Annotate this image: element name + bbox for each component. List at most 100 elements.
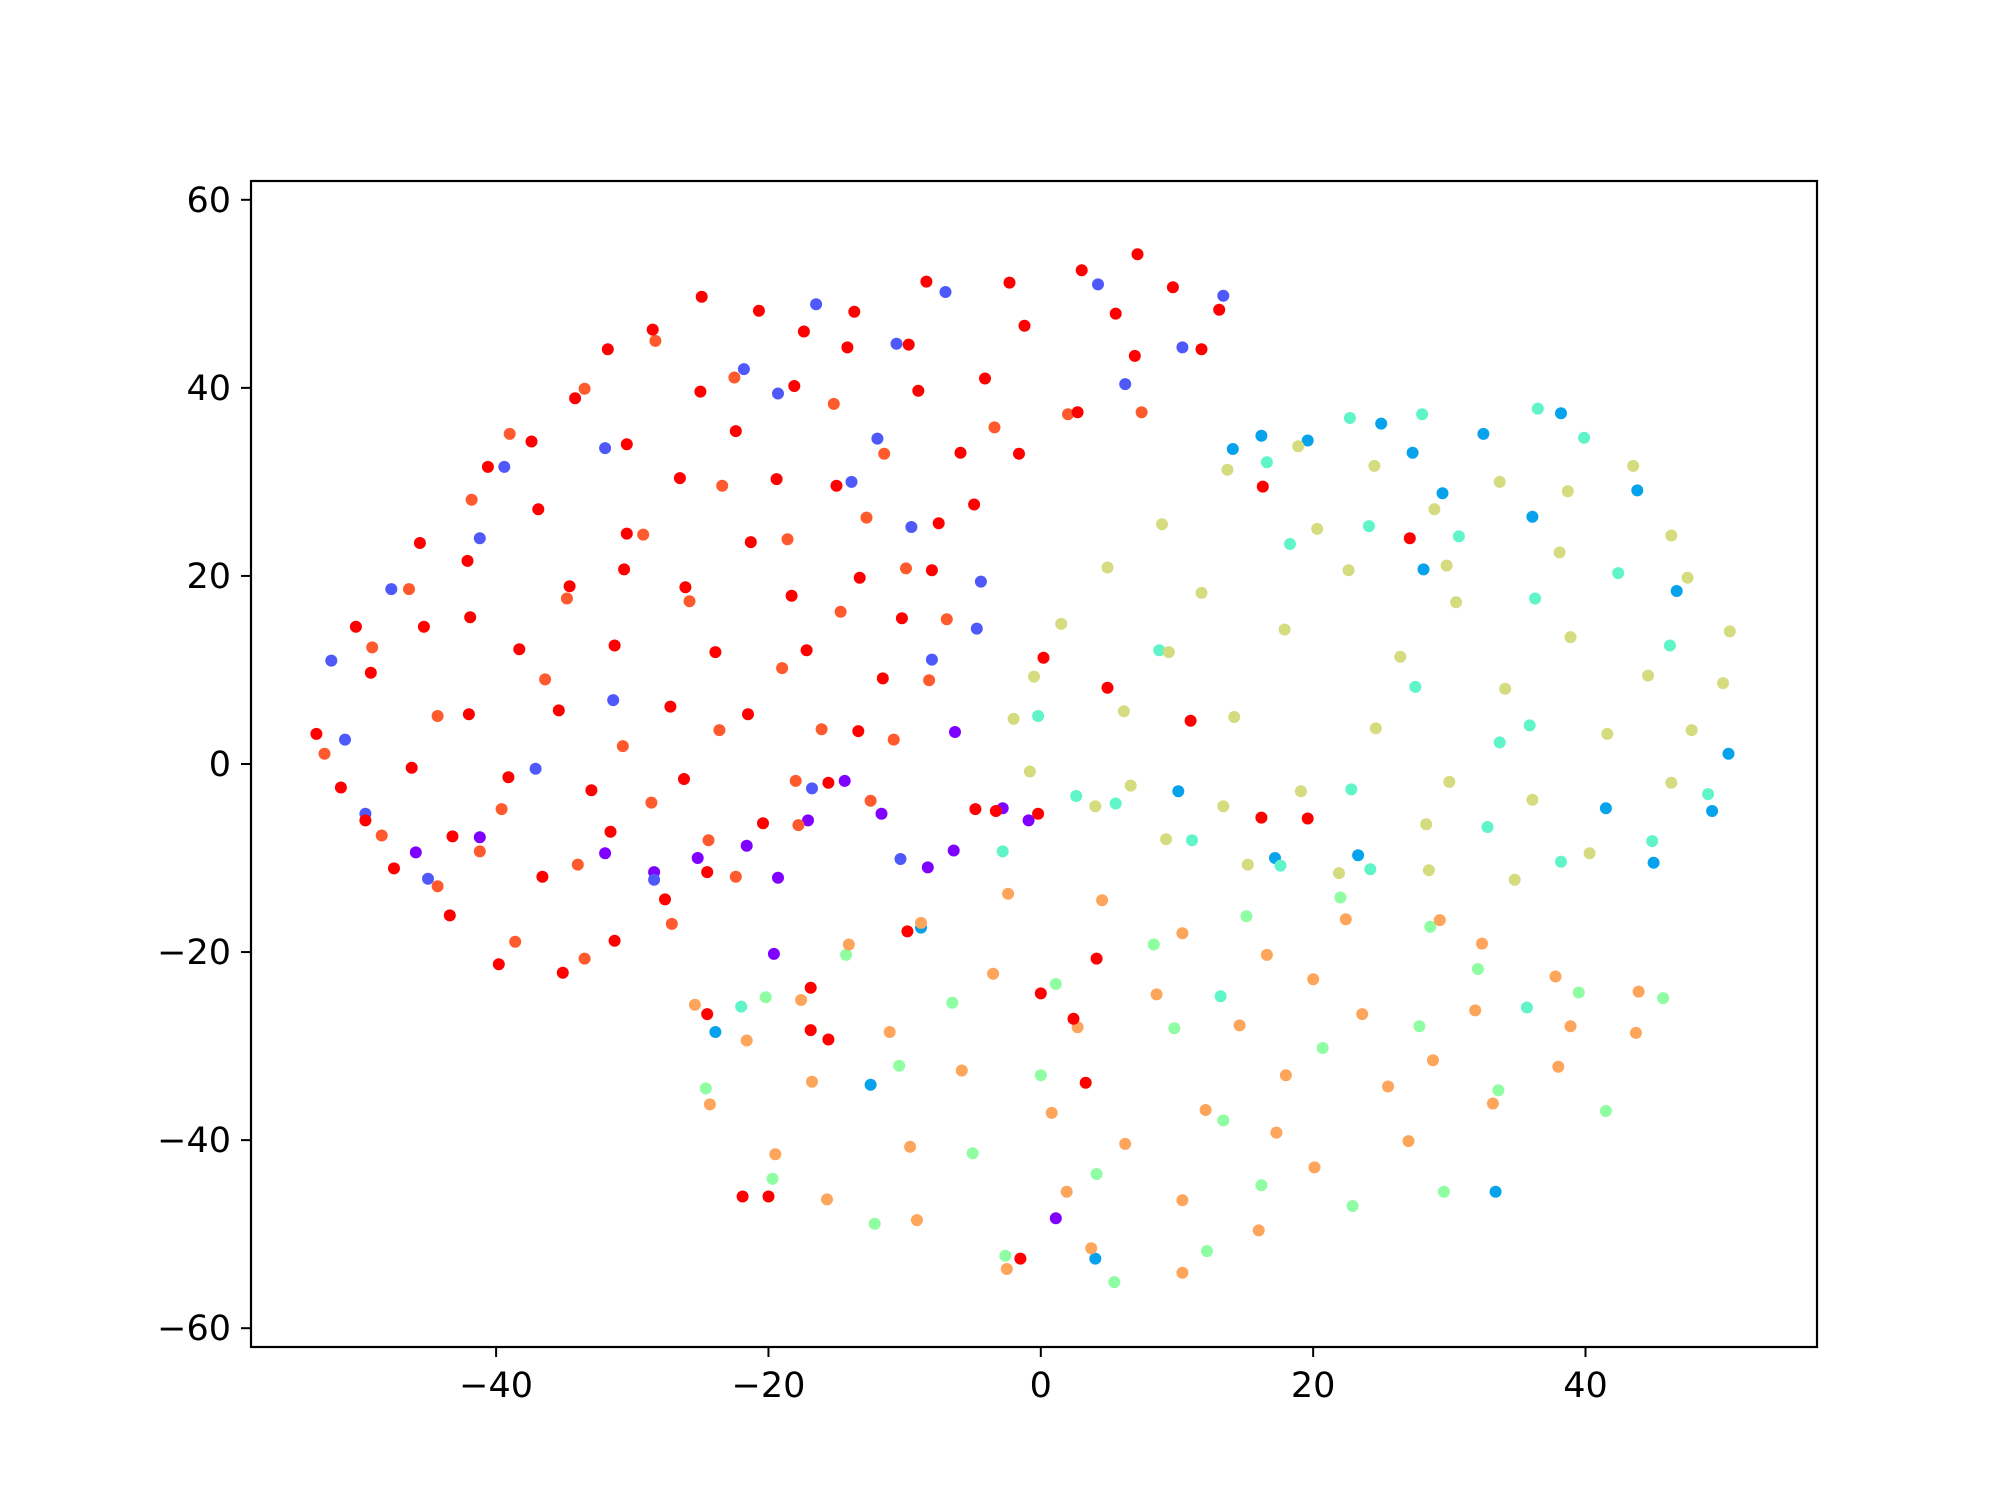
- scatter-point: [616, 740, 629, 753]
- scatter-point: [1333, 867, 1345, 880]
- scatter-point: [769, 1148, 782, 1161]
- plot-area: [251, 181, 1817, 1347]
- points-layer: [310, 248, 1736, 1289]
- series-7: [318, 334, 1148, 965]
- scatter-point: [1071, 406, 1084, 419]
- scatter-point: [461, 554, 474, 567]
- scatter-point: [1549, 970, 1562, 983]
- scatter-point: [901, 925, 914, 938]
- scatter-point: [1440, 559, 1453, 572]
- scatter-point: [1663, 639, 1676, 652]
- scatter-point: [878, 447, 891, 460]
- scatter-point: [1034, 1069, 1047, 1082]
- scatter-point: [552, 704, 565, 717]
- scatter-point: [618, 563, 631, 576]
- scatter-point: [1301, 434, 1314, 447]
- scatter-point: [1166, 281, 1179, 294]
- scatter-point: [1221, 463, 1234, 476]
- scatter-point: [988, 421, 1001, 434]
- scatter-point: [1176, 1194, 1189, 1207]
- scatter-point: [1583, 847, 1596, 860]
- scatter-point: [939, 286, 952, 298]
- scatter-point: [608, 934, 621, 947]
- scatter-point: [822, 776, 835, 789]
- scatter-point: [996, 845, 1009, 858]
- scatter-point: [815, 723, 828, 736]
- scatter-point: [845, 475, 858, 488]
- scatter-point: [694, 385, 707, 398]
- scatter-point: [1416, 408, 1429, 421]
- scatter-point: [1363, 520, 1375, 533]
- scatter-point: [473, 532, 486, 545]
- scatter-point: [1255, 429, 1268, 442]
- series-3: [735, 402, 1715, 1014]
- scatter-point: [620, 438, 633, 451]
- scatter-point: [1013, 447, 1025, 460]
- scatter-point: [536, 870, 549, 883]
- scatter-point: [701, 866, 714, 879]
- scatter-point: [1368, 459, 1381, 472]
- scatter-point: [1629, 1026, 1642, 1039]
- scatter-point: [1647, 856, 1660, 869]
- scatter-point: [883, 1026, 896, 1038]
- scatter-point: [871, 432, 884, 445]
- scatter-point: [999, 1249, 1012, 1262]
- scatter-point: [838, 774, 851, 787]
- scatter-point: [1599, 802, 1612, 815]
- scatter-point: [974, 575, 987, 588]
- scatter-point: [462, 708, 475, 721]
- scatter-point: [904, 1140, 917, 1153]
- scatter-point: [979, 372, 991, 385]
- scatter-point: [852, 725, 865, 738]
- scatter-point: [646, 323, 659, 336]
- scatter-point: [1520, 1001, 1533, 1014]
- scatter-point: [1346, 1200, 1359, 1212]
- scatter-point: [1402, 1135, 1415, 1148]
- scatter-point: [1572, 986, 1585, 999]
- scatter-point: [1274, 859, 1287, 872]
- scatter-point: [864, 794, 877, 807]
- x-tick-label: 20: [1291, 1366, 1336, 1406]
- scatter-point: [772, 387, 784, 400]
- scatter-point: [789, 774, 802, 787]
- scatter-point: [422, 872, 434, 885]
- scatter-point: [1413, 1020, 1426, 1033]
- scatter-point: [431, 710, 444, 722]
- scatter-point: [1037, 651, 1050, 664]
- scatter-point: [1632, 985, 1645, 998]
- scatter-point: [1184, 714, 1197, 727]
- scatter-point: [776, 662, 789, 675]
- scatter-point: [1217, 800, 1230, 813]
- scatter-point: [1529, 592, 1542, 605]
- scatter-point: [1599, 1105, 1612, 1117]
- scatter-point: [1486, 1097, 1499, 1110]
- scatter-point: [1108, 1276, 1121, 1289]
- scatter-point: [1260, 456, 1273, 469]
- scatter-point: [388, 862, 400, 875]
- x-tick-label: 0: [1030, 1366, 1052, 1406]
- scatter-point: [1007, 712, 1020, 725]
- scatter-point: [1292, 440, 1305, 453]
- scatter-point: [1119, 378, 1132, 391]
- scatter-point: [1128, 349, 1141, 362]
- scatter-point: [736, 1190, 749, 1203]
- scatter-point: [1342, 564, 1355, 577]
- scatter-point: [1646, 835, 1659, 848]
- scatter-point: [887, 733, 900, 746]
- scatter-point: [601, 343, 614, 356]
- scatter-point: [709, 1026, 722, 1038]
- scatter-point: [604, 825, 617, 838]
- scatter-point: [1428, 503, 1441, 516]
- scatter-point: [868, 1217, 881, 1230]
- scatter-point: [1092, 278, 1104, 291]
- scatter-point: [989, 805, 1002, 817]
- scatter-point: [1339, 913, 1352, 926]
- scatter-point: [1403, 532, 1416, 545]
- series-1: [325, 278, 1230, 886]
- scatter-point: [691, 852, 704, 864]
- scatter-point: [665, 917, 678, 930]
- scatter-point: [900, 562, 912, 575]
- scatter-point: [1109, 307, 1122, 320]
- series-4: [699, 891, 1670, 1289]
